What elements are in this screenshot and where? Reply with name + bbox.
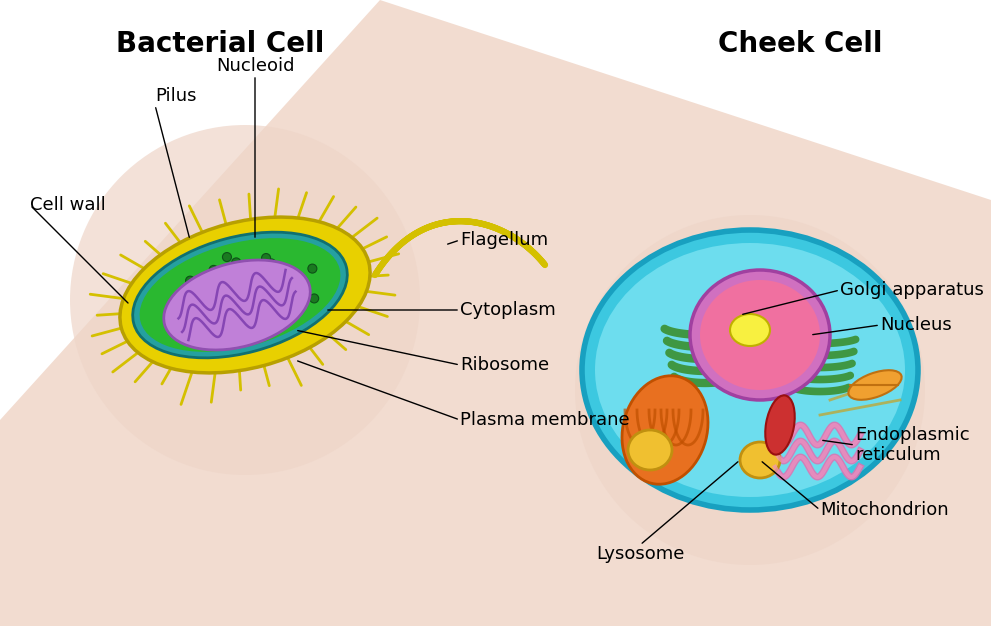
- Ellipse shape: [740, 442, 780, 478]
- Text: Pilus: Pilus: [155, 87, 196, 105]
- Text: Cytoplasm: Cytoplasm: [460, 301, 556, 319]
- Text: Nucleus: Nucleus: [880, 316, 951, 334]
- Circle shape: [251, 315, 260, 324]
- Circle shape: [190, 309, 199, 318]
- Ellipse shape: [622, 376, 708, 485]
- Text: Nucleoid: Nucleoid: [216, 57, 294, 75]
- Circle shape: [222, 252, 232, 262]
- Text: Golgi apparatus: Golgi apparatus: [840, 281, 984, 299]
- Circle shape: [273, 284, 281, 293]
- Circle shape: [224, 281, 233, 290]
- Circle shape: [229, 287, 238, 295]
- Ellipse shape: [164, 260, 310, 350]
- Circle shape: [218, 299, 227, 307]
- Ellipse shape: [848, 370, 902, 400]
- Circle shape: [267, 297, 275, 306]
- Text: Flagellum: Flagellum: [460, 231, 548, 249]
- Ellipse shape: [140, 238, 340, 352]
- Circle shape: [173, 294, 182, 303]
- Ellipse shape: [700, 280, 820, 390]
- Circle shape: [236, 290, 245, 300]
- Circle shape: [242, 261, 251, 270]
- Ellipse shape: [730, 314, 770, 346]
- Text: Lysosome: Lysosome: [596, 545, 684, 563]
- Ellipse shape: [765, 396, 795, 454]
- Ellipse shape: [628, 430, 672, 470]
- Circle shape: [308, 264, 317, 273]
- Ellipse shape: [120, 217, 370, 373]
- Text: Cell wall: Cell wall: [30, 196, 106, 214]
- Text: Plasma membrane: Plasma membrane: [460, 411, 629, 429]
- Circle shape: [262, 254, 271, 262]
- Ellipse shape: [690, 270, 830, 400]
- Circle shape: [210, 292, 219, 302]
- Ellipse shape: [133, 232, 347, 358]
- Text: Bacterial Cell: Bacterial Cell: [116, 30, 324, 58]
- Circle shape: [225, 307, 234, 317]
- Circle shape: [200, 282, 209, 291]
- Circle shape: [220, 296, 229, 305]
- Circle shape: [237, 282, 246, 291]
- Circle shape: [233, 276, 242, 285]
- Ellipse shape: [582, 230, 918, 510]
- Circle shape: [275, 304, 283, 313]
- Ellipse shape: [595, 243, 905, 497]
- Circle shape: [237, 272, 246, 280]
- Circle shape: [230, 291, 239, 300]
- Circle shape: [232, 258, 241, 267]
- Ellipse shape: [575, 215, 925, 565]
- Text: Ribosome: Ribosome: [460, 356, 549, 374]
- Circle shape: [232, 292, 241, 301]
- Circle shape: [174, 321, 183, 330]
- Circle shape: [219, 303, 228, 312]
- Text: Cheek Cell: Cheek Cell: [717, 30, 882, 58]
- Circle shape: [185, 276, 194, 285]
- Circle shape: [267, 259, 275, 268]
- Text: Endoplasmic
reticulum: Endoplasmic reticulum: [855, 426, 969, 464]
- Text: Mitochondrion: Mitochondrion: [820, 501, 948, 519]
- Circle shape: [266, 297, 275, 305]
- Circle shape: [255, 262, 264, 270]
- Circle shape: [212, 279, 221, 289]
- Ellipse shape: [70, 125, 420, 475]
- Circle shape: [243, 292, 252, 301]
- Circle shape: [209, 265, 218, 274]
- Circle shape: [310, 294, 319, 303]
- Circle shape: [189, 332, 198, 341]
